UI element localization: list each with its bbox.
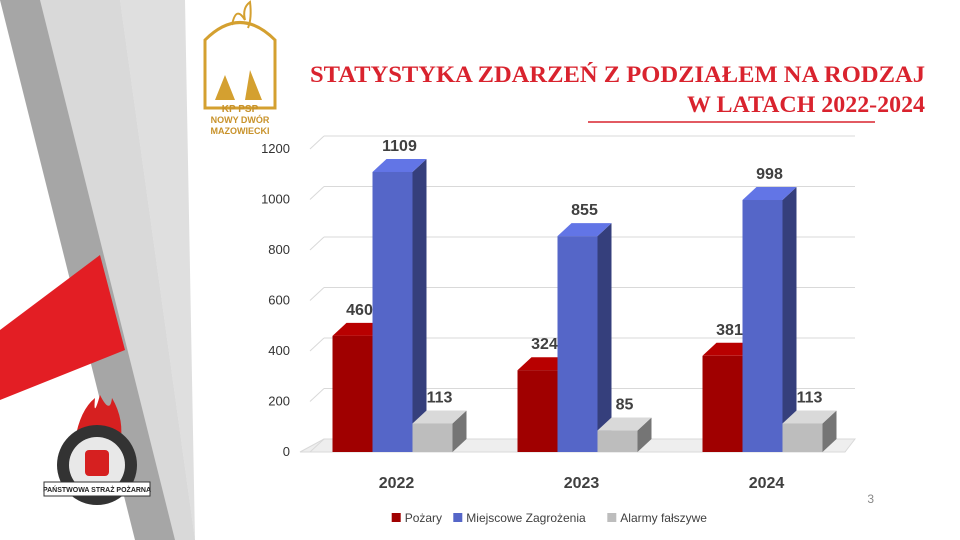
grid-line-slant bbox=[309, 438, 325, 453]
grid-line-slant bbox=[309, 186, 325, 200]
grid-line-slant bbox=[309, 287, 325, 301]
y-tick-label: 0 bbox=[283, 444, 290, 459]
grid-line-slant bbox=[309, 337, 325, 352]
data-label: 324 bbox=[531, 336, 558, 353]
data-label: 1109 bbox=[382, 138, 417, 155]
bar-side bbox=[822, 410, 837, 452]
bar-side bbox=[412, 158, 427, 453]
bar-top bbox=[372, 158, 427, 172]
data-label: 998 bbox=[756, 166, 783, 183]
legend-label: Pożary bbox=[405, 511, 442, 525]
y-tick-label: 800 bbox=[268, 242, 290, 257]
chart: 0 200 400 600 800 1000 1200 2022 460 1109 113 2023 3… bbox=[261, 135, 857, 525]
bar bbox=[742, 200, 783, 452]
y-tick-label: 200 bbox=[268, 394, 290, 409]
bar-side bbox=[782, 187, 797, 452]
bar-side bbox=[597, 223, 612, 452]
logo-text: NOWY DWÓR bbox=[211, 114, 270, 125]
y-tick-label: 400 bbox=[268, 343, 290, 358]
logo-badge: PAŃSTWOWA STRAŻ POŻARNA bbox=[43, 395, 151, 505]
bar-top bbox=[742, 187, 797, 201]
data-label: 85 bbox=[616, 397, 634, 414]
page-number: 3 bbox=[867, 492, 874, 506]
bar bbox=[332, 335, 373, 452]
data-label: 113 bbox=[427, 389, 453, 406]
legend-marker bbox=[607, 513, 617, 522]
grid-line-slant bbox=[309, 135, 325, 150]
logo-arch bbox=[203, 21, 277, 110]
data-label: 113 bbox=[797, 389, 823, 406]
y-tick-label: 1000 bbox=[261, 192, 290, 207]
logo-flame bbox=[231, 0, 252, 29]
bar bbox=[597, 430, 638, 452]
badge-shield bbox=[85, 450, 109, 476]
chart-title: STATYSTYKA ZDARZEŃ Z PODZIAŁEM NA RODZAJ bbox=[310, 62, 925, 87]
logo-text: KP PSP bbox=[222, 104, 259, 115]
legend-marker bbox=[453, 513, 463, 522]
bar bbox=[412, 423, 453, 452]
bar bbox=[702, 355, 743, 452]
badge-ribbon bbox=[43, 481, 151, 497]
badge-text: PAŃSTWOWA STRAŻ POŻARNA bbox=[43, 485, 151, 494]
legend-label: Alarmy fałszywe bbox=[620, 511, 707, 525]
stripe-red bbox=[0, 255, 125, 400]
data-label: 855 bbox=[571, 202, 598, 219]
logo-top: KP PSP NOWY DWÓR MAZOWIECKI bbox=[203, 0, 277, 136]
legend-marker bbox=[391, 513, 401, 522]
legend-label: Miejscowe Zagrożenia bbox=[466, 511, 586, 525]
bar-side bbox=[637, 417, 652, 452]
bar-top bbox=[597, 417, 652, 431]
bar-top bbox=[557, 223, 612, 237]
logo-figures bbox=[215, 70, 262, 100]
x-tick-label: 2022 bbox=[379, 475, 415, 492]
y-tick-label: 600 bbox=[268, 293, 290, 308]
logo-text: MAZOWIECKI bbox=[211, 126, 270, 136]
data-label: 381 bbox=[716, 322, 743, 339]
grid-line-slant bbox=[309, 236, 325, 251]
x-tick-label: 2024 bbox=[749, 475, 785, 492]
bar bbox=[782, 423, 823, 452]
stripe-shade bbox=[120, 0, 195, 540]
data-label: 460 bbox=[346, 302, 373, 319]
y-tick-label: 1200 bbox=[261, 141, 290, 156]
bar-top bbox=[782, 410, 837, 424]
bar-top bbox=[412, 410, 467, 424]
grid-line-slant bbox=[309, 388, 325, 402]
x-tick-label: 2023 bbox=[564, 475, 600, 492]
bar bbox=[517, 370, 558, 452]
chart-title: W LATACH 2022-2024 bbox=[687, 92, 926, 117]
bar bbox=[557, 236, 598, 452]
bar bbox=[372, 171, 413, 453]
bar-side bbox=[452, 410, 467, 452]
